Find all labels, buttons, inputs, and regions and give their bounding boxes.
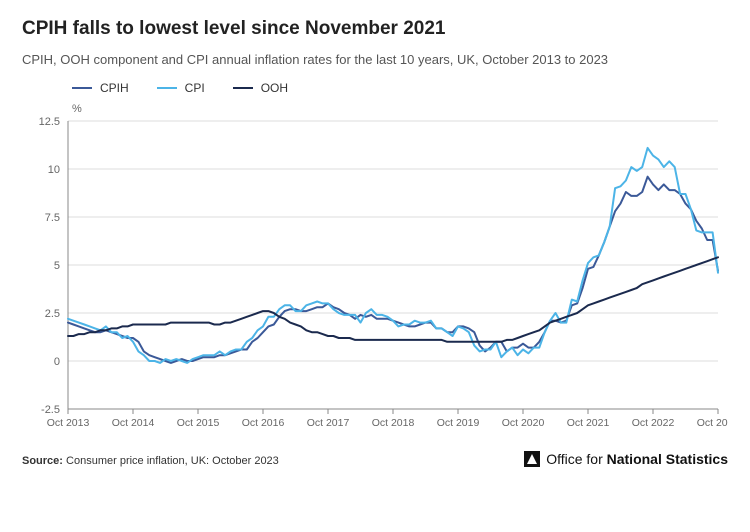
source-text: Consumer price inflation, UK: October 20… [63, 455, 279, 467]
legend-swatch [72, 87, 92, 89]
legend-label: CPIH [100, 81, 129, 95]
legend-label: CPI [185, 81, 205, 95]
svg-text:Oct 2020: Oct 2020 [502, 417, 545, 429]
svg-text:Oct 2022: Oct 2022 [632, 417, 675, 429]
attribution-strong: National Statistics [607, 451, 728, 467]
svg-text:2.5: 2.5 [45, 308, 60, 320]
chart-subtitle: CPIH, OOH component and CPI annual infla… [22, 52, 728, 67]
svg-text:Oct 2016: Oct 2016 [242, 417, 285, 429]
svg-text:10: 10 [48, 164, 60, 176]
svg-text:Oct 2023: Oct 2023 [697, 417, 728, 429]
y-unit-label: % [72, 103, 728, 115]
legend-item: CPIH [72, 81, 129, 95]
svg-text:-2.5: -2.5 [41, 404, 60, 416]
series-ooh [68, 257, 718, 342]
legend-swatch [157, 87, 177, 89]
svg-text:12.5: 12.5 [39, 117, 60, 128]
legend-item: OOH [233, 81, 288, 95]
svg-text:Oct 2013: Oct 2013 [47, 417, 90, 429]
legend-swatch [233, 87, 253, 89]
line-chart: -2.5 0 2.5 5 7.5 10 12.5 Oct 2013 Oct 2014 Oct 20… [22, 117, 728, 437]
legend-item: CPI [157, 81, 205, 95]
attribution: Office for National Statistics [524, 451, 728, 467]
svg-text:Oct 2018: Oct 2018 [372, 417, 415, 429]
svg-text:Oct 2015: Oct 2015 [177, 417, 220, 429]
svg-text:7.5: 7.5 [45, 212, 60, 224]
svg-text:5: 5 [54, 260, 60, 272]
svg-text:Oct 2021: Oct 2021 [567, 417, 610, 429]
chart-title: CPIH falls to lowest level since Novembe… [22, 18, 728, 40]
source-label: Source: [22, 455, 63, 467]
svg-text:Oct 2019: Oct 2019 [437, 417, 480, 429]
series-cpi [68, 148, 718, 363]
svg-text:0: 0 [54, 356, 60, 368]
svg-text:Oct 2014: Oct 2014 [112, 417, 155, 429]
source-line: Source: Consumer price inflation, UK: Oc… [22, 455, 279, 467]
legend: CPIH CPI OOH [72, 81, 728, 95]
attribution-prefix: Office for [546, 451, 606, 467]
legend-label: OOH [261, 81, 288, 95]
svg-text:Oct 2017: Oct 2017 [307, 417, 350, 429]
ons-logo-icon [524, 451, 540, 467]
series-cpih [68, 177, 718, 363]
